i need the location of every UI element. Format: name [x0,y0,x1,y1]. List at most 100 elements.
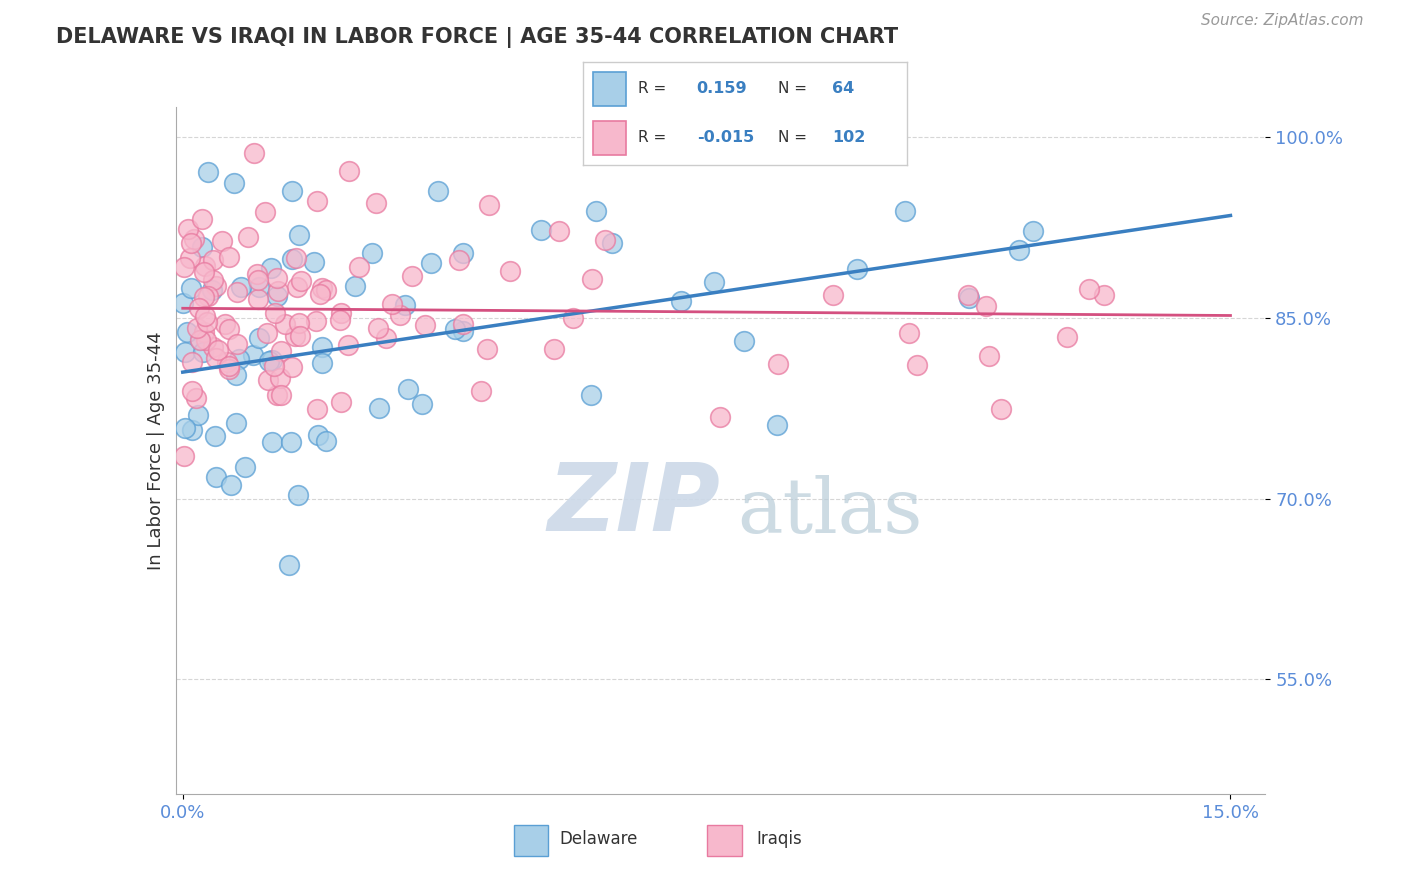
Point [974,299,997,313]
Point [280,435,302,450]
Point [247,331,270,345]
Point [329,306,352,320]
Point [478,198,501,212]
Text: 64: 64 [832,81,855,96]
Point [288,329,311,343]
Point [204,279,226,293]
Point [287,488,309,502]
Point [281,252,304,266]
Point [214,317,236,331]
Point [183,232,205,246]
Point [1008,244,1031,258]
Point [174,421,197,435]
Text: N =: N = [778,81,807,96]
Point [766,417,789,432]
Point [219,478,242,492]
Point [413,318,436,332]
Point [315,283,337,297]
Point [396,382,419,396]
Point [287,227,309,242]
Point [188,333,211,347]
Point [180,235,202,250]
Point [367,401,389,416]
Point [173,449,195,463]
Point [186,321,208,335]
Point [284,252,307,266]
Point [256,326,278,341]
Point [309,286,332,301]
Point [193,309,215,323]
Point [1056,330,1078,344]
Point [543,342,565,356]
Point [262,352,284,367]
Point [451,318,474,332]
Point [733,334,755,349]
Point [187,409,209,423]
Point [709,410,731,425]
Point [215,355,238,369]
Point [194,259,217,273]
Point [311,281,333,295]
Point [287,279,309,293]
Text: R =: R = [638,81,666,96]
Point [218,359,240,373]
Point [218,362,240,376]
Point [191,240,214,254]
Point [202,273,225,287]
Point [349,260,371,274]
Point [281,360,304,375]
Point [193,265,215,279]
Point [311,340,333,354]
Point [204,351,226,365]
Point [499,263,522,277]
Point [181,424,204,438]
Point [475,343,498,357]
Point [236,230,259,244]
Point [202,253,225,268]
Point [444,322,467,336]
Point [181,355,204,369]
Point [1022,224,1045,238]
Point [585,204,607,219]
Point [180,281,202,295]
Point [547,224,569,238]
Point [979,349,1001,363]
Point [228,351,250,366]
Point [197,165,219,179]
Point [247,293,270,307]
Point [281,184,304,198]
Point [226,285,249,299]
Point [226,336,249,351]
Point [270,387,292,401]
Point [269,371,291,385]
Point [381,297,404,311]
Point [188,333,211,347]
Text: Source: ZipAtlas.com: Source: ZipAtlas.com [1201,13,1364,29]
Point [898,326,921,341]
Point [193,345,215,359]
Point [530,223,553,237]
Point [176,326,198,340]
Point [257,373,280,387]
Point [593,233,616,247]
Point [447,253,470,268]
Point [305,401,328,416]
Point [242,348,264,362]
Point [337,338,360,352]
Point [246,273,269,287]
Point [284,329,307,343]
Point [330,395,353,409]
Point [211,234,233,248]
Point [394,298,416,312]
Point [263,359,285,374]
Point [451,324,474,338]
Point [270,343,292,358]
Point [225,416,247,430]
Point [367,320,389,334]
Point [894,204,917,219]
Point [907,358,929,372]
Point [957,291,980,305]
Text: N =: N = [778,130,807,145]
Point [267,285,290,299]
Text: R =: R = [638,130,666,145]
